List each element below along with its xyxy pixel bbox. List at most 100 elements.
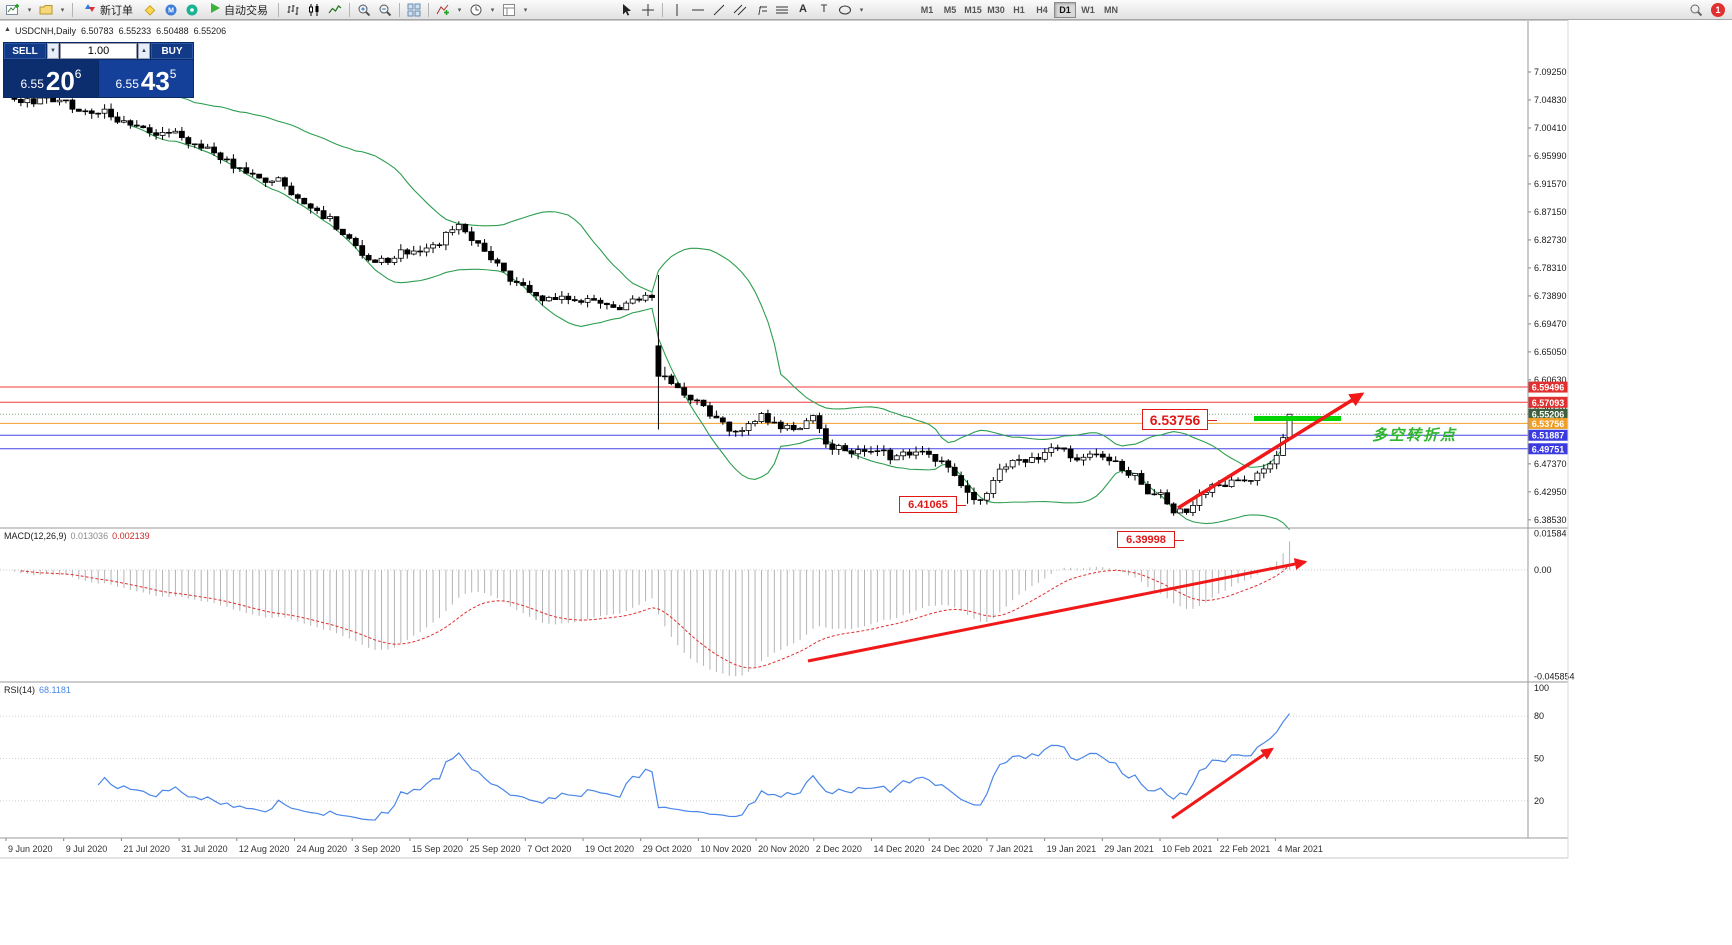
price-scale-label: 6.38530 — [1534, 515, 1567, 525]
fibonacci-icon[interactable]: ƒ — [751, 1, 771, 19]
lot-decrease-button[interactable]: ▼ — [47, 43, 59, 59]
tf-mn[interactable]: MN — [1104, 4, 1118, 15]
candle-body — [1080, 456, 1087, 461]
horizontal-line-icon[interactable] — [688, 1, 708, 19]
price-annotation-box[interactable]: 6.41065 — [899, 496, 966, 513]
new-chart-dropdown[interactable]: ▾ — [27, 6, 32, 14]
bar-chart-icon[interactable] — [283, 1, 303, 19]
chart-annotations[interactable] — [807, 392, 1365, 820]
line-chart-icon[interactable] — [325, 1, 345, 19]
candle-body — [713, 415, 720, 419]
date-label: 10 Feb 2021 — [1162, 844, 1213, 854]
rsi-title: RSI(14) — [4, 685, 36, 695]
text-label-icon[interactable]: T — [820, 3, 828, 15]
candle-body — [1048, 447, 1055, 453]
tf-m5[interactable]: M5 — [943, 4, 957, 15]
candle-body — [810, 415, 816, 422]
price-annotation-box[interactable]: 6.53756 — [1142, 409, 1217, 430]
candle-body — [69, 99, 76, 110]
candle-body — [1151, 493, 1158, 496]
chart-frame — [0, 20, 1569, 859]
candle-body — [842, 445, 849, 452]
levels-icon[interactable] — [772, 1, 792, 19]
close-value: 6.55206 — [193, 26, 227, 36]
trend-arrow[interactable] — [807, 558, 1308, 663]
candle-body — [945, 460, 952, 468]
notification-badge[interactable]: 1 — [1711, 2, 1725, 17]
periods-dropdown[interactable]: ▾ — [490, 6, 495, 14]
tf-m15[interactable]: M15 — [964, 4, 982, 15]
market-icon[interactable] — [182, 1, 202, 19]
text-icon[interactable]: A — [799, 3, 807, 15]
panel-collapse-arrow[interactable]: ▲ — [4, 26, 11, 33]
candlestick-chart-icon[interactable] — [304, 1, 324, 19]
price-level-tag — [1528, 443, 1568, 455]
zoom-in-icon[interactable] — [354, 1, 374, 19]
crosshair-icon[interactable] — [638, 1, 658, 19]
tile-windows-icon[interactable] — [404, 1, 424, 19]
date-label: 10 Nov 2020 — [700, 844, 751, 854]
lot-size-input[interactable] — [60, 43, 137, 59]
price-annotation-box[interactable]: 6.39998 — [1117, 531, 1184, 548]
profiles-icon[interactable] — [36, 1, 56, 19]
sell-button[interactable]: SELL — [4, 43, 46, 59]
tf-m30[interactable]: M30 — [987, 4, 1005, 15]
profiles-dropdown[interactable]: ▾ — [60, 6, 65, 14]
new-order-button[interactable]: 新订单 — [77, 1, 139, 19]
autotrading-button[interactable]: 自动交易 — [203, 1, 274, 19]
metaeditor-icon[interactable] — [140, 1, 160, 19]
candle-body — [958, 475, 965, 487]
price-level-lines[interactable] — [0, 386, 1528, 450]
tf-h4[interactable]: H4 — [1036, 4, 1048, 15]
equidistant-channel-icon[interactable] — [730, 1, 750, 19]
candle-body — [500, 262, 507, 272]
rsi-panel: 100 80 50 20 — [0, 683, 1549, 821]
periods-icon[interactable] — [466, 1, 486, 19]
candle-body — [430, 244, 436, 249]
templates-dropdown[interactable]: ▾ — [523, 6, 528, 14]
trend-arrow[interactable] — [1171, 747, 1274, 820]
tf-m1[interactable]: M1 — [920, 4, 934, 15]
macd-scale-label: -0.045854 — [1534, 671, 1575, 681]
rsi-scale-label: 100 — [1534, 683, 1549, 693]
search-icon[interactable] — [1686, 1, 1706, 19]
candle-body — [443, 231, 449, 246]
zoom-out-icon[interactable] — [375, 1, 395, 19]
toolbar-separator — [72, 2, 73, 17]
shapes-icon[interactable] — [835, 1, 855, 19]
tf-h1[interactable]: H1 — [1013, 4, 1025, 15]
templates-icon[interactable] — [499, 1, 519, 19]
trendline-icon[interactable] — [709, 1, 729, 19]
sell-price-display[interactable]: 6.55 20 6 — [4, 60, 98, 97]
candle-body — [468, 231, 475, 241]
candle-body — [256, 173, 263, 179]
date-label: 4 Mar 2021 — [1277, 844, 1323, 854]
trend-arrow[interactable] — [1177, 392, 1365, 510]
candle-body — [404, 249, 411, 255]
lot-increase-button[interactable]: ▲ — [138, 43, 150, 59]
buy-button[interactable]: BUY — [151, 43, 193, 59]
price-scale-label: 6.56210 — [1534, 403, 1567, 413]
turning-point-label[interactable]: 多空转折点 — [1372, 427, 1458, 444]
candle-body — [732, 430, 739, 433]
tf-w1[interactable]: W1 — [1081, 4, 1095, 15]
candle-body — [668, 375, 675, 385]
candle-body — [352, 237, 359, 247]
vertical-line-icon[interactable] — [667, 1, 687, 19]
tf-d1[interactable]: D1 — [1054, 1, 1076, 18]
candle-body — [481, 242, 488, 252]
candle-body — [507, 270, 514, 282]
candle-body — [700, 399, 707, 407]
cursor-icon[interactable] — [617, 1, 637, 19]
new-chart-icon[interactable] — [3, 1, 23, 19]
mql5-community-icon[interactable]: M — [161, 1, 181, 19]
candle-body — [1041, 452, 1048, 460]
chart-canvas[interactable]: 7.09250 7.04830 7.00410 6.95990 6.91570 6.871… — [0, 20, 1732, 860]
indicators-icon[interactable] — [433, 1, 453, 19]
shapes-dropdown[interactable]: ▾ — [859, 6, 864, 14]
rsi-indicator-label: RSI(14) 68.1181 — [4, 685, 71, 695]
candle-body — [932, 453, 939, 462]
buy-price-display[interactable]: 6.55 43 5 — [99, 60, 193, 97]
indicators-dropdown[interactable]: ▾ — [457, 6, 462, 14]
candle-body — [359, 245, 366, 256]
